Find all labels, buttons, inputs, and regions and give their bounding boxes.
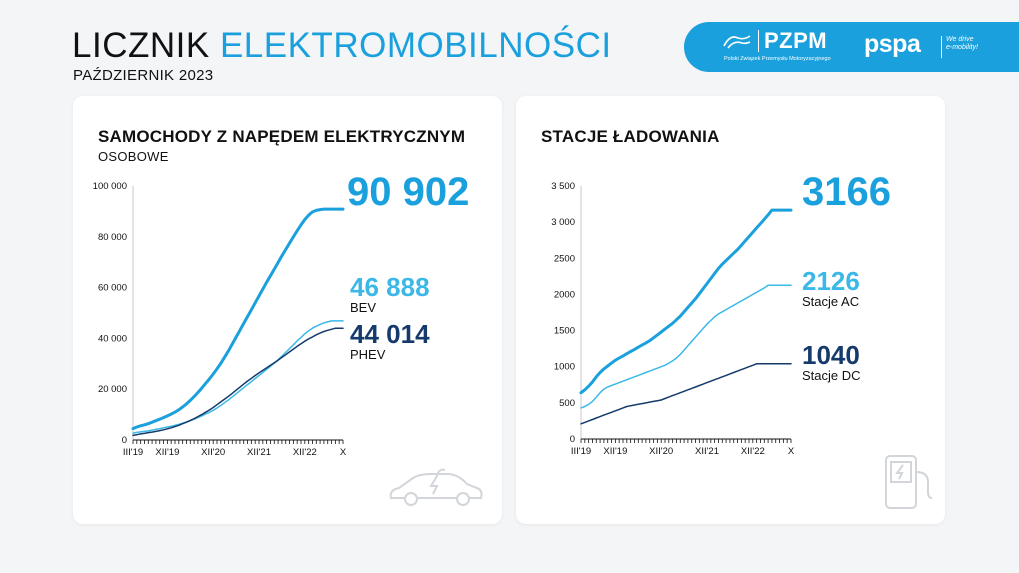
pzpm-logo-icon [723,35,751,49]
panel-title: SAMOCHODY Z NAPĘDEM ELEKTRYCZNYM [98,127,466,146]
phev-value: 44 014 [350,319,430,349]
pspa-logo-text: pspa [864,30,921,58]
total-ev-value: 90 902 [347,170,470,214]
y-tick-label: 500 [559,398,575,409]
series-line-bev [132,320,344,434]
ev-cars-panel: SAMOCHODY Z NAPĘDEM ELEKTRYCZNYM OSOBOWE… [73,96,502,524]
phev-label: PHEV [350,347,386,362]
series-line-stacje-ac [580,284,792,409]
charging-station-icon [885,455,933,509]
pzpm-logo-text: PZPM [764,28,828,53]
ac-stations-label: Stacje AC [802,294,860,309]
x-tick-label: III'19 [123,447,143,458]
x-tick-label: III'19 [571,446,591,457]
panel-title: STACJE ŁADOWANIA [541,127,720,146]
y-tick-label: 20 000 [98,384,127,395]
y-tick-label: 1000 [554,362,575,373]
ac-stations-value: 2126 [802,266,860,296]
x-tick-label: XII'20 [649,446,673,457]
y-tick-label: 0 [570,434,575,445]
dc-stations-value: 1040 [802,340,860,370]
pspa-separator [941,36,942,58]
series-line-phev [132,327,344,437]
x-tick-label: XII'20 [201,447,225,458]
x-tick-label: X [788,446,795,457]
pzpm-logo-subtext: Polski Związek Przemysłu Motoryzacyjnego [724,56,831,62]
x-tick-label: XII'19 [603,446,627,457]
y-tick-label: 60 000 [98,283,127,294]
x-tick-label: XII'19 [155,447,179,458]
charging-stations-panel: STACJE ŁADOWANIA 0 500 1000 1500 2000 2500 3 0… [516,96,945,524]
series-line-stacje-dc [580,363,792,425]
x-tick-label: XII'21 [247,447,271,458]
page-title: LICZNIK ELEKTROMOBILNOŚCI [72,26,612,66]
pzpm-separator [758,30,759,52]
x-tick-label: XII'21 [695,446,719,457]
bev-value: 46 888 [350,272,430,302]
total-stations-value: 3166 [802,170,891,214]
y-tick-label: 40 000 [98,333,127,344]
dc-stations-label: Stacje DC [802,368,861,383]
x-tick-label: XII'22 [293,447,317,458]
x-tick-label: XII'22 [741,446,765,457]
electric-car-icon [389,468,483,506]
title-part1: LICZNIK [72,26,210,65]
y-tick-label: 3 000 [551,217,575,228]
x-tick-label: X [340,447,347,458]
title-part2: ELEKTROMOBILNOŚCI [219,26,612,65]
pspa-tagline: We drive e-mobility! [946,36,978,51]
series-line-total [131,207,345,431]
logo-bar: PZPM Polski Związek Przemysłu Motoryzacy… [684,22,1019,72]
series-line-total [579,208,793,395]
y-tick-label: 3 500 [551,181,575,192]
charging-stations-chart: 0 500 1000 1500 2000 2500 3 000 3 500 III'19 XII'… [551,181,795,457]
bev-label: BEV [350,300,377,315]
page-subtitle: PAŹDZIERNIK 2023 [73,67,214,84]
ev-cars-chart: 0 20 000 40 000 60 000 80 000 100 000 III'19 XI… [93,181,347,458]
y-tick-label: 100 000 [93,181,127,192]
y-tick-label: 2000 [554,289,575,300]
y-tick-label: 0 [122,435,127,446]
y-tick-label: 1500 [554,326,575,337]
panel-subtitle: OSOBOWE [98,149,169,164]
y-tick-label: 80 000 [98,232,127,243]
y-tick-label: 2500 [554,253,575,264]
